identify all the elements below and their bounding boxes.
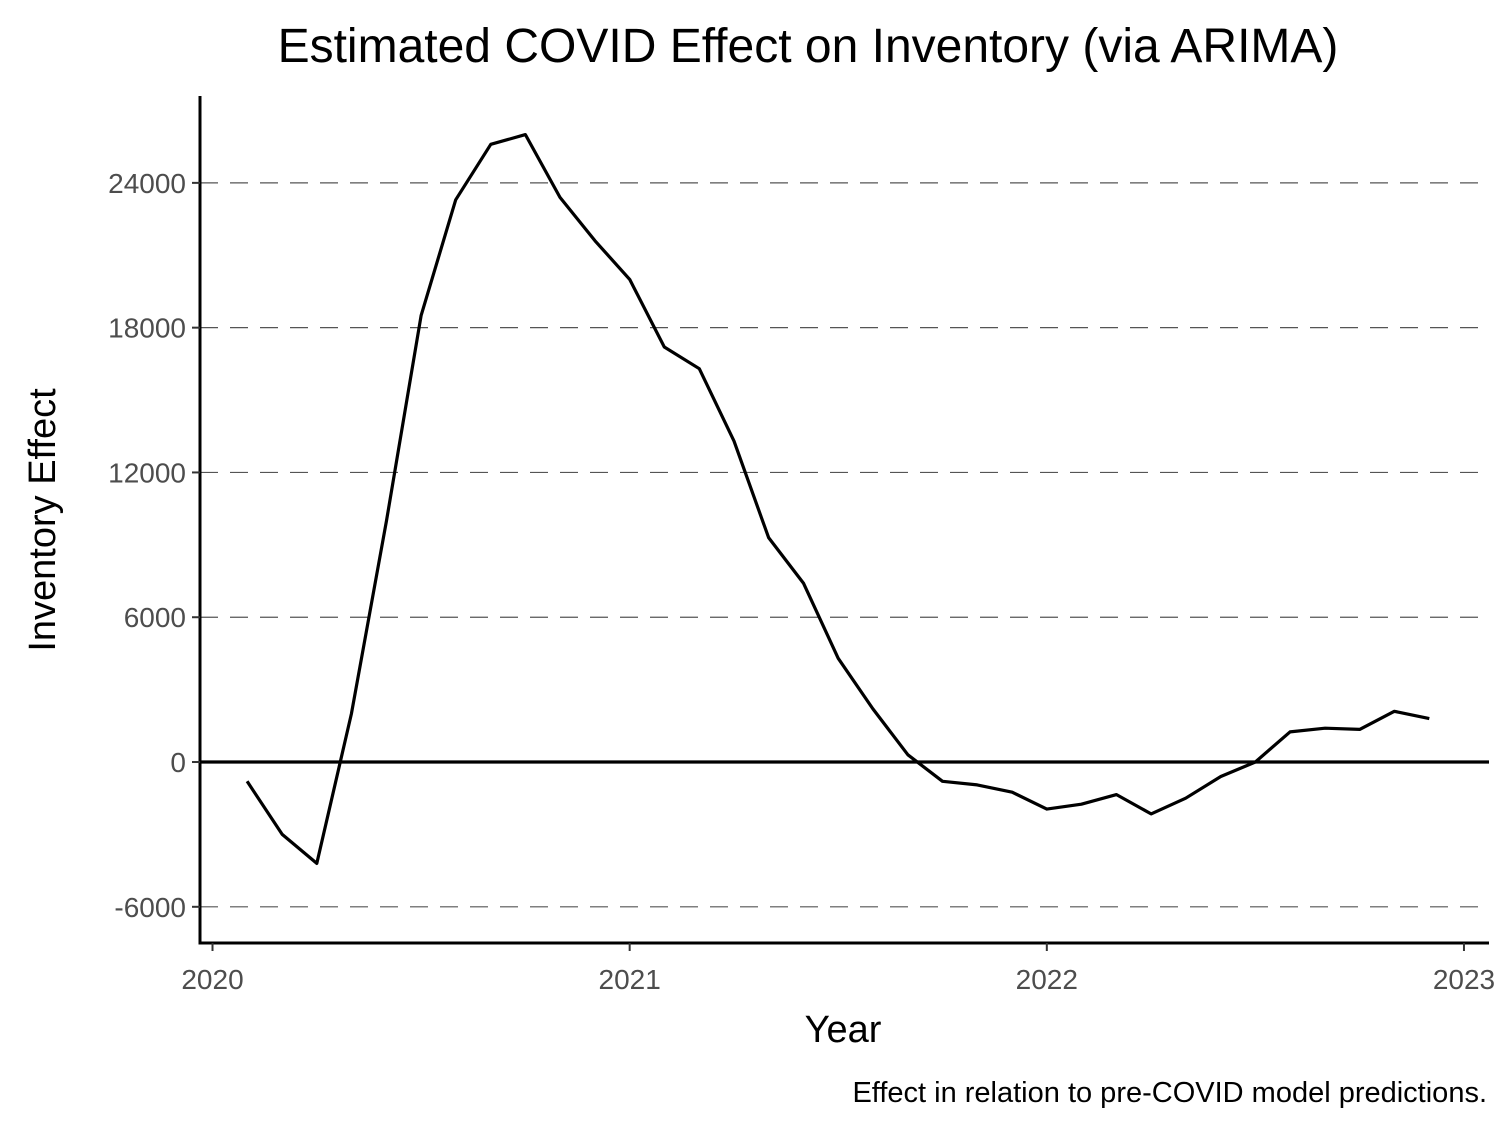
chart-title: Estimated COVID Effect on Inventory (via… [278,20,1339,73]
x-tick-label: 2023 [1433,964,1495,995]
y-tick-label: 0 [170,747,186,778]
x-tick-label: 2021 [599,964,661,995]
x-axis-title: Year [805,1009,882,1051]
y-tick-label: -6000 [114,892,186,923]
y-tick-label: 6000 [124,602,186,633]
y-axis-title: Inventory Effect [22,388,64,652]
x-axis-ticks: 2020 2021 2022 2023 [181,943,1495,995]
y-tick-label: 24000 [108,168,186,199]
gridlines [200,182,1489,908]
x-tick-label: 2022 [1016,964,1078,995]
y-axis-ticks: -6000 0 6000 12000 18000 24000 [108,168,200,923]
x-tick-label: 2020 [181,964,243,995]
y-tick-label: 18000 [108,313,186,344]
y-tick-label: 12000 [108,457,186,488]
chart-caption: Effect in relation to pre-COVID model pr… [852,1077,1487,1109]
inventory-effect-line [245,133,1430,865]
